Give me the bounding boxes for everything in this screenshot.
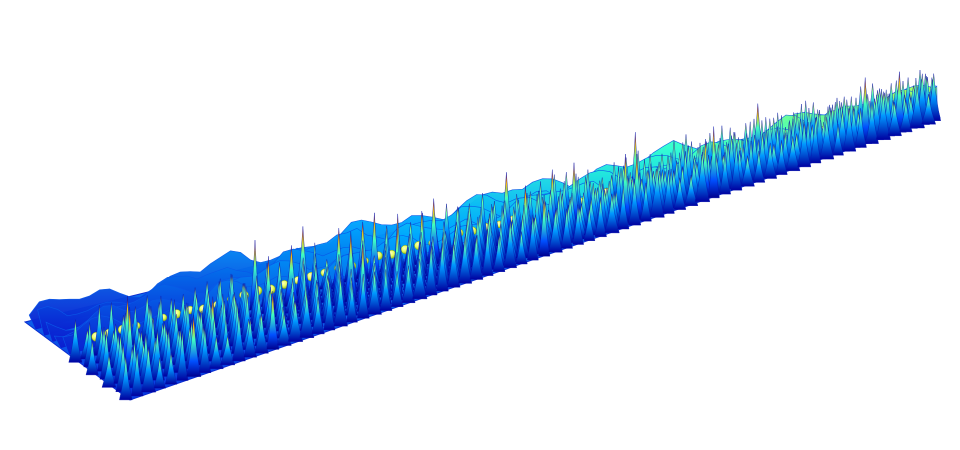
peak (266, 291, 280, 350)
peak (707, 126, 720, 199)
peak (694, 152, 711, 202)
peak (390, 271, 404, 307)
peak (492, 236, 506, 272)
peak (424, 245, 438, 296)
peak (311, 296, 325, 335)
peak (164, 352, 178, 385)
peak (344, 231, 358, 303)
peak (436, 242, 449, 292)
peak (583, 208, 596, 241)
peak (503, 220, 517, 268)
peak (515, 231, 528, 265)
peak (346, 282, 358, 323)
peak (469, 235, 484, 280)
peak (186, 314, 202, 377)
peak (649, 167, 665, 218)
peak (526, 214, 539, 261)
peak (763, 142, 778, 179)
peak (140, 347, 156, 393)
peak (842, 107, 857, 152)
peak (752, 150, 766, 183)
peak (639, 182, 652, 222)
peak (809, 117, 822, 164)
peak (85, 341, 99, 376)
peak (323, 284, 336, 331)
peak (719, 152, 731, 195)
peak (119, 355, 133, 401)
peak (854, 108, 867, 148)
peak (356, 273, 370, 319)
peak (283, 245, 300, 307)
peak (367, 212, 382, 282)
peak (673, 177, 687, 210)
peak (426, 198, 441, 265)
peak (604, 193, 620, 234)
peak (740, 155, 755, 187)
peak (921, 94, 936, 125)
peak (333, 277, 348, 327)
peak (367, 271, 382, 315)
peak-rows (68, 69, 941, 401)
peak (548, 209, 563, 253)
peak (628, 179, 642, 226)
peak (198, 327, 212, 373)
peak (446, 242, 461, 288)
peak (832, 124, 844, 156)
peak (730, 143, 743, 191)
peak (572, 204, 584, 245)
peak (560, 208, 573, 249)
peak (481, 228, 494, 276)
peak (819, 117, 835, 160)
peak (153, 357, 166, 389)
peak (379, 269, 393, 311)
peak (538, 194, 551, 257)
peak (232, 313, 246, 362)
peak (68, 319, 83, 363)
peak (797, 121, 812, 168)
peak (662, 170, 675, 214)
peak (617, 186, 630, 230)
peak (299, 292, 315, 338)
